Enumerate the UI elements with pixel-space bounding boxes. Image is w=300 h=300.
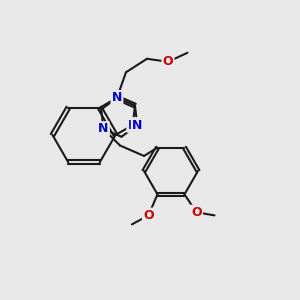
Text: O: O — [191, 206, 202, 219]
Text: N: N — [98, 122, 109, 136]
Text: O: O — [163, 55, 173, 68]
Text: O: O — [143, 209, 154, 222]
Text: N: N — [112, 91, 122, 104]
Text: N: N — [132, 118, 142, 132]
Text: N: N — [128, 118, 138, 132]
